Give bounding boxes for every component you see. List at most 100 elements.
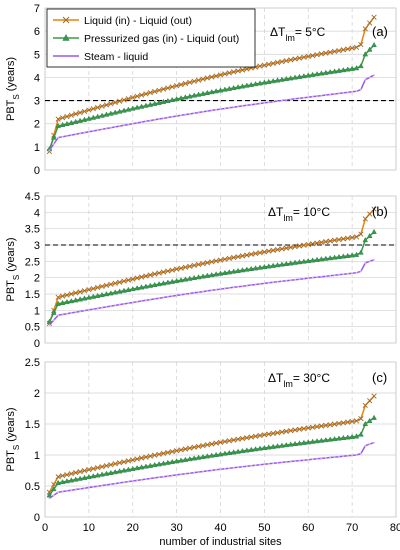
data-point bbox=[55, 479, 61, 485]
data-point bbox=[318, 423, 325, 429]
data-point bbox=[241, 285, 244, 288]
data-point bbox=[156, 281, 162, 287]
data-point bbox=[283, 260, 290, 267]
data-point bbox=[355, 454, 358, 456]
data-point bbox=[322, 69, 329, 75]
data-point bbox=[257, 445, 263, 451]
data-point bbox=[222, 438, 228, 445]
data-point bbox=[366, 417, 373, 423]
data-point bbox=[131, 301, 134, 304]
data-point bbox=[99, 103, 105, 109]
data-point bbox=[46, 492, 53, 498]
data-point bbox=[204, 453, 211, 459]
data-point bbox=[96, 485, 99, 488]
data-point bbox=[195, 77, 202, 83]
data-point bbox=[147, 272, 153, 278]
data-point bbox=[248, 81, 255, 87]
data-point bbox=[226, 255, 232, 261]
delta-t-main: ΔT bbox=[268, 371, 284, 385]
data-point bbox=[351, 454, 354, 457]
data-point bbox=[353, 251, 360, 257]
data-point bbox=[213, 451, 219, 457]
data-point bbox=[191, 455, 197, 461]
data-point bbox=[191, 92, 197, 98]
data-point bbox=[310, 424, 316, 430]
data-point bbox=[287, 75, 294, 81]
data-point bbox=[327, 238, 333, 244]
data-point bbox=[259, 283, 261, 285]
data-point bbox=[149, 298, 152, 301]
data-point bbox=[292, 440, 298, 447]
data-point bbox=[267, 462, 270, 465]
data-point bbox=[152, 88, 158, 95]
data-point bbox=[125, 277, 131, 283]
data-point bbox=[314, 240, 320, 246]
data-point bbox=[171, 474, 174, 477]
data-point bbox=[77, 110, 83, 116]
data-point bbox=[208, 452, 215, 458]
data-point bbox=[355, 90, 358, 93]
data-point bbox=[292, 56, 298, 62]
data-point bbox=[353, 433, 360, 439]
data-point bbox=[230, 449, 237, 455]
data-point bbox=[301, 439, 307, 445]
data-point bbox=[235, 84, 241, 90]
data-point bbox=[285, 99, 288, 101]
data-point bbox=[70, 489, 73, 492]
chart-panel-1: 0 0.5 1 1.5 2 2.5 3 3.5 4 4.5 PBTS (years) ΔTlm= 10… bbox=[5, 191, 397, 350]
data-point bbox=[130, 276, 136, 282]
data-point bbox=[222, 86, 228, 92]
data-point bbox=[373, 441, 375, 444]
data-point bbox=[349, 65, 355, 71]
data-point bbox=[197, 111, 200, 114]
data-point bbox=[340, 47, 346, 53]
data-point bbox=[202, 290, 204, 293]
data-point bbox=[112, 468, 119, 475]
data-point bbox=[50, 134, 57, 140]
y-axis-label-main: PBT bbox=[5, 450, 17, 472]
data-point bbox=[296, 243, 303, 249]
data-point bbox=[68, 291, 74, 297]
data-point bbox=[231, 69, 237, 75]
data-point bbox=[230, 268, 237, 274]
data-point bbox=[129, 465, 136, 471]
data-point bbox=[232, 286, 235, 289]
data-point bbox=[83, 309, 86, 312]
data-point bbox=[371, 206, 377, 212]
data-point bbox=[90, 473, 97, 479]
data-point bbox=[244, 435, 250, 441]
data-point bbox=[276, 100, 279, 103]
data-point bbox=[68, 477, 75, 483]
data-point bbox=[174, 448, 180, 454]
data-point bbox=[178, 95, 184, 101]
data-point bbox=[134, 456, 140, 462]
data-point bbox=[351, 90, 354, 93]
y-tick-label: 0 bbox=[34, 165, 40, 177]
data-point bbox=[250, 103, 253, 106]
data-point bbox=[160, 86, 167, 92]
data-point bbox=[52, 143, 55, 145]
data-point bbox=[140, 300, 143, 302]
data-point bbox=[86, 294, 92, 300]
data-point bbox=[209, 74, 215, 80]
data-point bbox=[86, 107, 92, 113]
data-point bbox=[187, 445, 193, 451]
data-point bbox=[136, 121, 139, 124]
data-point bbox=[279, 429, 285, 435]
data-point bbox=[86, 287, 92, 293]
data-point bbox=[64, 120, 70, 126]
data-point bbox=[109, 483, 112, 486]
data-point bbox=[178, 457, 184, 463]
data-point bbox=[140, 121, 143, 124]
data-point bbox=[186, 93, 193, 99]
legend-marker bbox=[62, 16, 70, 24]
data-point bbox=[81, 474, 88, 480]
data-point bbox=[353, 234, 360, 240]
data-point bbox=[213, 440, 219, 446]
data-point bbox=[74, 488, 77, 491]
data-point bbox=[191, 444, 197, 450]
data-point bbox=[174, 83, 180, 89]
data-point bbox=[358, 431, 364, 437]
data-point bbox=[182, 276, 189, 282]
data-point bbox=[187, 79, 193, 85]
